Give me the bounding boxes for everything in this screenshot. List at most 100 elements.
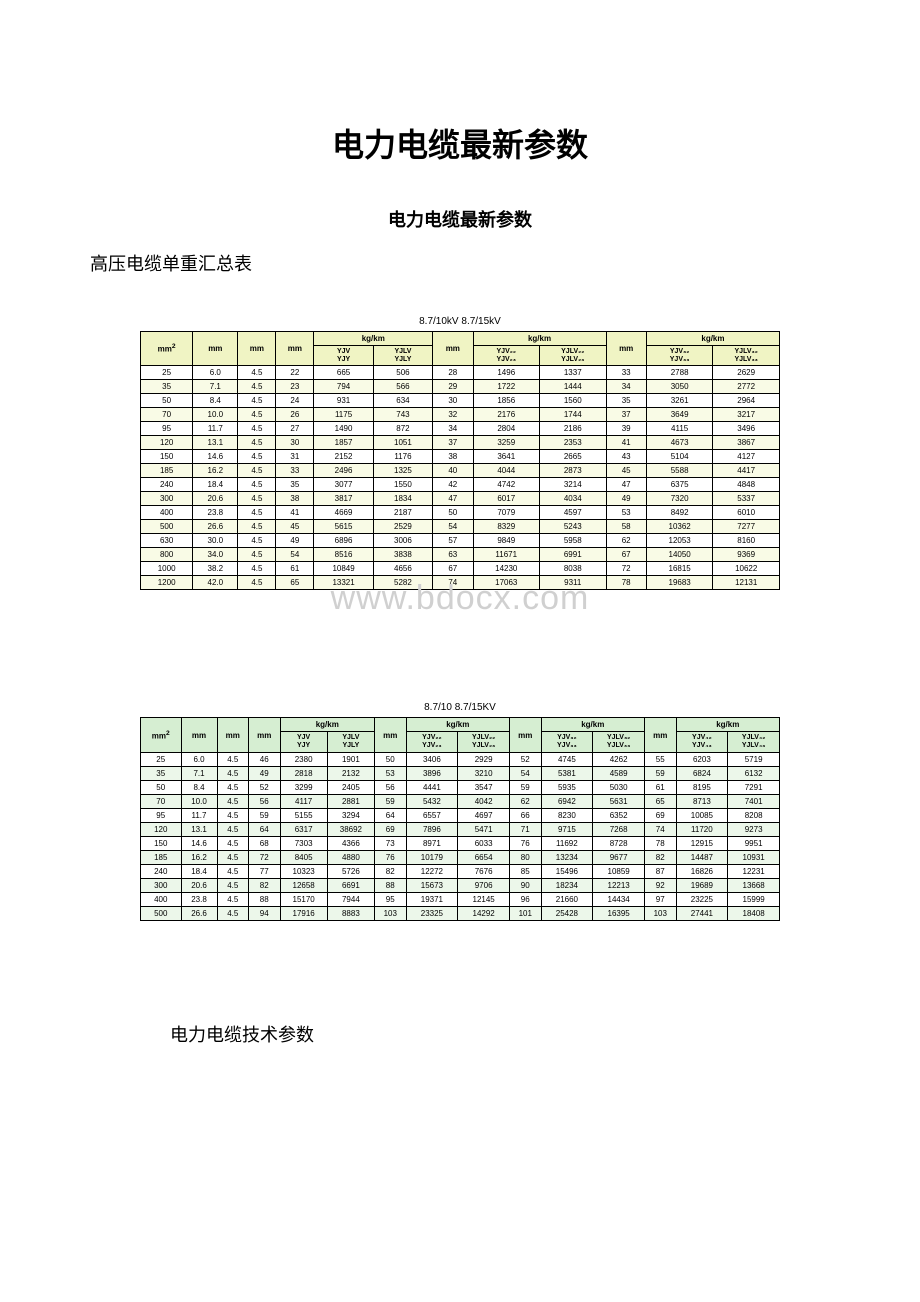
col-header: kg/km (406, 718, 510, 732)
table-cell: 52 (510, 752, 542, 766)
table-cell: 6010 (713, 506, 780, 520)
table-cell: 88 (375, 878, 407, 892)
table-cell: 10622 (713, 562, 780, 576)
table-cell: 6375 (646, 478, 713, 492)
table-cell: 18408 (728, 906, 780, 920)
table-cell: 72 (606, 562, 646, 576)
table-cell: 6317 (280, 822, 327, 836)
table-cell: 5282 (373, 576, 432, 590)
table-cell: 21660 (541, 892, 593, 906)
table-cell: 6896 (314, 534, 373, 548)
col-subheader: YJV YJY (314, 346, 373, 366)
table-cell: 38 (276, 492, 314, 506)
table-cell: 49 (276, 534, 314, 548)
table-cell: 38 (433, 450, 473, 464)
table-cell: 69 (645, 808, 677, 822)
table-cell: 76 (375, 850, 407, 864)
table-cell: 54 (510, 766, 542, 780)
table-cell: 88 (249, 892, 281, 906)
table-cell: 9369 (713, 548, 780, 562)
table-cell: 4366 (327, 836, 374, 850)
table-cell: 150 (141, 836, 182, 850)
table-cell: 8492 (646, 506, 713, 520)
table1-wrap: 8.7/10kV 8.7/15kV mm2mmmmmmkg/kmmmkg/kmm… (140, 316, 780, 590)
table-cell: 4.5 (217, 780, 249, 794)
table-cell: 4.5 (238, 380, 276, 394)
table-cell: 7303 (280, 836, 327, 850)
table-cell: 35 (276, 478, 314, 492)
table-cell: 50 (375, 752, 407, 766)
table-cell: 4.5 (217, 752, 249, 766)
table-cell: 1175 (314, 408, 373, 422)
table-cell: 10.0 (181, 794, 217, 808)
table-cell: 70 (141, 794, 182, 808)
table-cell: 37 (433, 436, 473, 450)
col-header: mm (193, 332, 238, 366)
table-cell: 11.7 (193, 422, 238, 436)
table-cell: 43 (606, 450, 646, 464)
table-cell: 6352 (593, 808, 645, 822)
table-cell: 23325 (406, 906, 458, 920)
table-cell: 2964 (713, 394, 780, 408)
table-cell: 103 (375, 906, 407, 920)
table-cell: 2353 (540, 436, 607, 450)
table-cell: 6.0 (181, 752, 217, 766)
table-row: 15014.64.5687303436673897160337611692872… (141, 836, 780, 850)
table-cell: 8713 (676, 794, 728, 808)
table-cell: 11720 (676, 822, 728, 836)
table-row: 40023.84.5881517079449519371121459621660… (141, 892, 780, 906)
table-cell: 240 (141, 864, 182, 878)
table-cell: 69 (375, 822, 407, 836)
table-row: 7010.04.526117574332217617443736493217 (141, 408, 780, 422)
table-cell: 6654 (458, 850, 510, 864)
table-cell: 13.1 (181, 822, 217, 836)
table-cell: 4.5 (238, 450, 276, 464)
table-cell: 95 (375, 892, 407, 906)
table-cell: 35 (141, 766, 182, 780)
table-cell: 47 (433, 492, 473, 506)
table-cell: 4.5 (238, 534, 276, 548)
table-cell: 1901 (327, 752, 374, 766)
table-cell: 82 (645, 850, 677, 864)
table-cell: 4.5 (217, 850, 249, 864)
table-cell: 9273 (728, 822, 780, 836)
table-cell: 5958 (540, 534, 607, 548)
table-row: 508.44.552329924055644413547595935503061… (141, 780, 780, 794)
table-cell: 74 (645, 822, 677, 836)
table-cell: 59 (249, 808, 281, 822)
table-cell: 18.4 (193, 478, 238, 492)
table-cell: 71 (510, 822, 542, 836)
table-cell: 7277 (713, 520, 780, 534)
table-cell: 3867 (713, 436, 780, 450)
table-cell: 27441 (676, 906, 728, 920)
col-subheader: YJLV₂₂ YJLV₂₃ (458, 732, 510, 752)
table-cell: 2629 (713, 366, 780, 380)
table-cell: 4.5 (217, 892, 249, 906)
table-cell: 4742 (473, 478, 540, 492)
col-header: mm (238, 332, 276, 366)
table-cell: 14434 (593, 892, 645, 906)
table-cell: 3006 (373, 534, 432, 548)
table-cell: 14.6 (193, 450, 238, 464)
col-header: mm (181, 718, 217, 752)
table-cell: 16815 (646, 562, 713, 576)
table-cell: 70 (141, 408, 193, 422)
table-cell: 3896 (406, 766, 458, 780)
table-cell: 4.5 (238, 366, 276, 380)
table-cell: 12915 (676, 836, 728, 850)
col-subheader: YJLV₄₂ YJLV₄₃ (728, 732, 780, 752)
table-cell: 5631 (593, 794, 645, 808)
table-row: 80034.04.5548516383863116716991671405093… (141, 548, 780, 562)
table-cell: 64 (375, 808, 407, 822)
table-cell: 1337 (540, 366, 607, 380)
table-cell: 4.5 (238, 422, 276, 436)
table-cell: 3649 (646, 408, 713, 422)
table-cell: 7.1 (193, 380, 238, 394)
table-cell: 12231 (728, 864, 780, 878)
table-cell: 2818 (280, 766, 327, 780)
table-cell: 12131 (713, 576, 780, 590)
table-cell: 13321 (314, 576, 373, 590)
table-cell: 7320 (646, 492, 713, 506)
table-cell: 1722 (473, 380, 540, 394)
table-cell: 27 (276, 422, 314, 436)
